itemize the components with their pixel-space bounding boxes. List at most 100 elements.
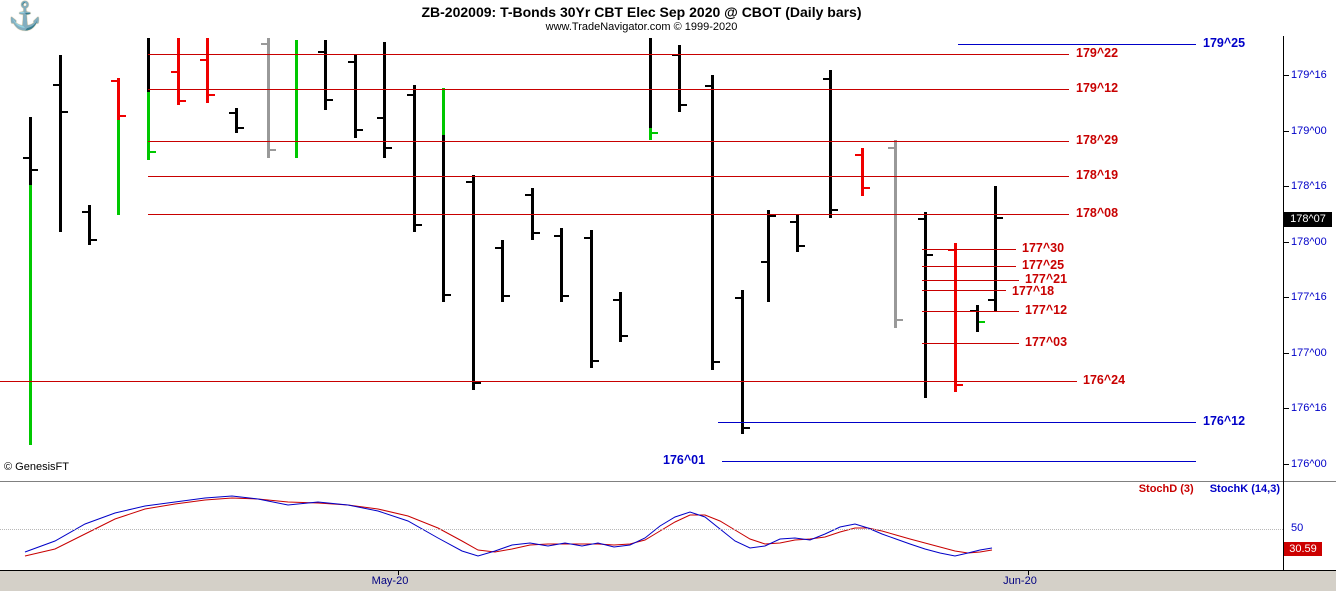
price-bar-segment	[177, 38, 180, 105]
price-bar-segment	[861, 148, 864, 196]
price-level-line	[922, 266, 1016, 267]
bar-close-tick	[744, 427, 750, 429]
price-bar-segment	[29, 117, 32, 185]
stoch-legend-item: StochK (14,3)	[1209, 483, 1280, 495]
bar-open-tick	[525, 194, 531, 196]
month-tick	[398, 571, 399, 575]
bar-close-tick	[357, 129, 363, 131]
price-level-line	[922, 249, 1016, 250]
chart-title: ZB-202009: T-Bonds 30Yr CBT Elec Sep 202…	[421, 4, 862, 20]
price-bar-segment	[678, 45, 681, 112]
bar-open-tick	[82, 211, 88, 213]
price-level-label: 179^12	[1076, 81, 1119, 95]
bar-open-tick	[261, 43, 267, 45]
price-bar-segment	[924, 212, 927, 398]
price-axis-tick	[1284, 75, 1289, 76]
bar-open-tick	[495, 247, 501, 249]
pane-divider	[0, 481, 1336, 482]
price-level-label: 178^19	[1076, 168, 1119, 182]
date-axis-label: May-20	[371, 575, 409, 587]
bar-open-tick	[554, 235, 560, 237]
price-level-line	[148, 89, 1069, 90]
bar-close-tick	[770, 215, 776, 217]
price-level-label: 176^01	[663, 453, 706, 467]
bar-close-tick	[957, 384, 963, 386]
price-axis-label: 177^16	[1291, 291, 1327, 303]
price-bar-segment	[954, 243, 957, 392]
bar-close-tick	[238, 127, 244, 129]
stoch-value-box: 30.59	[1284, 542, 1322, 556]
bar-open-tick	[229, 112, 235, 114]
price-axis-tick	[1284, 186, 1289, 187]
price-level-label: 178^08	[1076, 206, 1119, 220]
price-bar-segment	[295, 40, 298, 158]
price-axis-label: 178^00	[1291, 236, 1327, 248]
last-price-box: 178^07	[1284, 212, 1332, 227]
price-level-line	[0, 381, 1077, 382]
price-axis-tick	[1284, 131, 1289, 132]
bar-close-tick	[534, 232, 540, 234]
date-axis[interactable]: May-20 Jun-20	[0, 570, 1336, 591]
bar-close-tick	[445, 294, 451, 296]
price-level-label: 177^18	[1012, 284, 1055, 298]
bar-open-tick	[672, 54, 678, 56]
bar-close-tick	[593, 360, 599, 362]
price-level-label: 178^29	[1076, 133, 1119, 147]
price-level-line	[922, 311, 1019, 312]
stochastic-legend: StochD (3) StochK (14,3)	[0, 483, 1280, 495]
price-level-label: 177^25	[1022, 258, 1065, 272]
bar-close-tick	[799, 245, 805, 247]
price-axis-label: 176^16	[1291, 402, 1327, 414]
month-tick	[1028, 571, 1029, 575]
price-bar-segment	[88, 205, 91, 245]
price-chart-pane[interactable]: 179^25 179^22 179^12 178^29 178^19 178^08 177^…	[0, 0, 1283, 481]
price-level-label: 177^30	[1022, 241, 1065, 255]
price-bar-segment	[354, 55, 357, 138]
genesis-watermark: © GenesisFT	[4, 461, 69, 473]
bar-close-tick	[120, 115, 126, 117]
bar-open-tick	[200, 59, 206, 61]
bar-open-tick	[888, 147, 894, 149]
price-axis-label: 178^16	[1291, 180, 1327, 192]
price-bar-segment	[147, 38, 150, 92]
bar-close-tick	[897, 319, 903, 321]
bar-open-tick	[918, 218, 924, 220]
price-bar-segment	[29, 185, 32, 445]
price-level-label: 177^21	[1025, 272, 1068, 286]
price-bar-segment	[976, 305, 979, 332]
bar-close-tick	[386, 147, 392, 149]
price-bar-segment	[767, 210, 770, 302]
bar-open-tick	[705, 85, 711, 87]
price-level-line	[922, 290, 1006, 291]
bar-close-tick	[504, 295, 510, 297]
stoch-50-label: 50	[1291, 522, 1304, 534]
bar-open-tick	[613, 299, 619, 301]
bar-close-tick	[927, 254, 933, 256]
price-bar-segment	[472, 175, 475, 390]
price-level-line	[148, 214, 1069, 215]
bar-close-tick	[150, 151, 156, 153]
price-bar-segment	[235, 108, 238, 133]
price-bar-segment	[560, 228, 563, 302]
bar-close-tick	[180, 100, 186, 102]
price-bar-segment	[267, 38, 270, 158]
price-bar-segment	[649, 38, 652, 128]
bar-open-tick	[53, 84, 59, 86]
bar-open-tick	[348, 61, 354, 63]
price-bar-segment	[829, 70, 832, 218]
price-bar-segment	[741, 290, 744, 434]
price-level-label: 177^12	[1025, 303, 1068, 317]
bar-open-tick	[407, 94, 413, 96]
genesis-logo-icon: ⚓	[8, 1, 42, 31]
price-axis-label: 179^00	[1291, 125, 1327, 137]
bar-close-tick	[622, 335, 628, 337]
bar-open-tick	[318, 51, 324, 53]
price-level-label: 176^24	[1083, 373, 1126, 387]
stochastic-pane[interactable]	[0, 482, 1283, 570]
price-level-line	[922, 343, 1019, 344]
price-bar-segment	[711, 75, 714, 370]
date-axis-label: Jun-20	[1003, 575, 1037, 587]
price-axis-tick	[1284, 464, 1289, 465]
bar-open-tick	[377, 117, 383, 119]
